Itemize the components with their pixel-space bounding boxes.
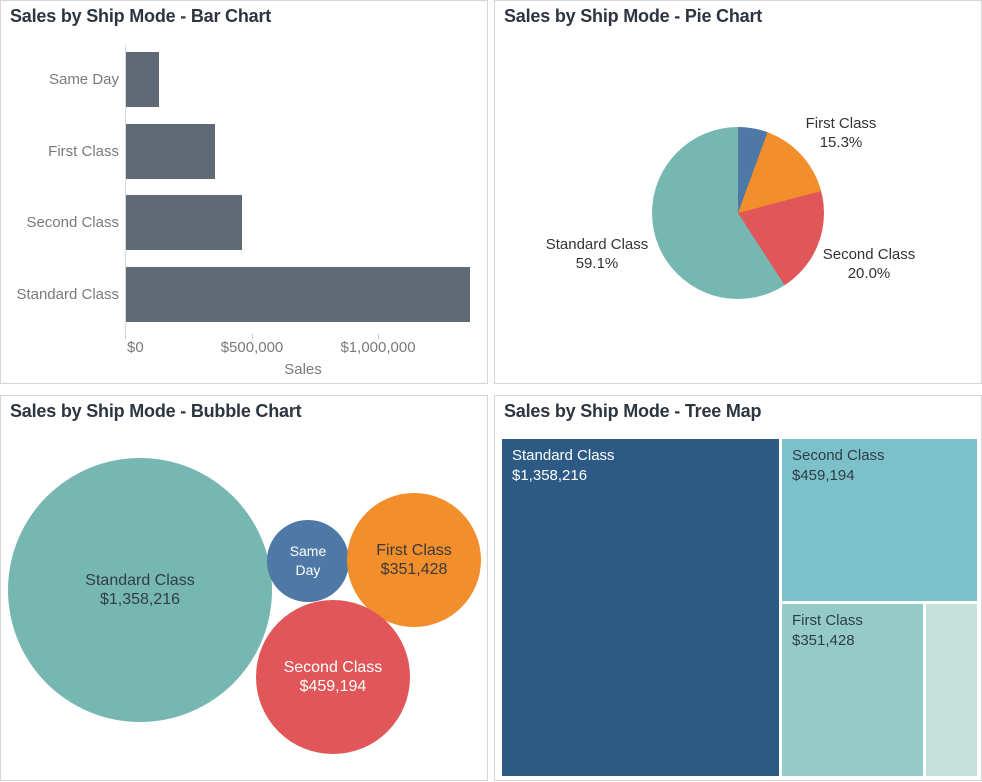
pie-label-category: Second Class	[822, 246, 916, 263]
treemap-label-value: $459,194	[792, 467, 855, 484]
pie-label-category: Standard Class	[545, 236, 649, 253]
panel-bubble-chart: Sales by Ship Mode - Bubble Chart Standa…	[0, 395, 488, 781]
treemap-label-value: $351,428	[792, 632, 855, 649]
y-axis-label-standard-class: Standard Class	[16, 285, 119, 303]
treemap-tile-first-class[interactable]: First Class $351,428	[782, 604, 923, 776]
treemap-label-first-class: First Class $351,428	[782, 604, 923, 651]
bubble-mark-standard-class[interactable]	[8, 458, 272, 722]
y-axis-label-second-class: Second Class	[26, 213, 119, 231]
x-axis-tick	[252, 334, 253, 339]
pie-label-first-class: First Class 15.3%	[806, 114, 877, 152]
tree-map-title: Sales by Ship Mode - Tree Map	[504, 401, 762, 421]
bar-mark-same-day[interactable]	[126, 52, 159, 107]
treemap-label-category: First Class	[792, 612, 863, 629]
y-axis-label-first-class: First Class	[48, 142, 119, 160]
bar-mark-second-class[interactable]	[126, 195, 242, 250]
x-axis-title: Sales	[284, 361, 322, 378]
x-axis-tick-label: $1,000,000	[340, 339, 416, 356]
treemap-label-second-class: Second Class $459,194	[782, 439, 977, 486]
x-axis-tick-label: $0	[127, 339, 144, 356]
pie-label-second-class: Second Class 20.0%	[823, 245, 916, 283]
treemap-tile-second-class[interactable]: Second Class $459,194	[782, 439, 977, 601]
pie-mark[interactable]	[652, 127, 824, 299]
pie-chart-title: Sales by Ship Mode - Pie Chart	[504, 6, 763, 26]
bar-mark-standard-class[interactable]	[126, 267, 470, 322]
bar-mark-first-class[interactable]	[126, 124, 215, 179]
x-axis-tick	[378, 334, 379, 339]
treemap-label-value: $1,358,216	[512, 467, 588, 484]
pie-label-category: First Class	[805, 115, 877, 132]
treemap-tile-same-day[interactable]	[926, 604, 977, 776]
y-axis-label-same-day: Same Day	[48, 70, 119, 88]
y-axis-line	[125, 45, 126, 334]
pie-label-percent: 59.1%	[575, 255, 619, 272]
bubble-mark-second-class[interactable]	[256, 600, 410, 754]
bubble-mark-first-class[interactable]	[346, 492, 482, 628]
pie-label-percent: 20.0%	[847, 265, 891, 282]
panel-pie-chart: Sales by Ship Mode - Pie Chart First Cla…	[494, 0, 982, 384]
x-axis-tick-label: $500,000	[220, 339, 284, 356]
treemap-tile-standard-class[interactable]: Standard Class $1,358,216	[502, 439, 779, 776]
treemap-label-standard-class: Standard Class $1,358,216	[502, 439, 779, 486]
treemap-label-category: Second Class	[792, 447, 885, 464]
bubble-chart-title: Sales by Ship Mode - Bubble Chart	[10, 401, 302, 421]
panel-tree-map: Sales by Ship Mode - Tree Map Standard C…	[494, 395, 982, 781]
pie-label-percent: 15.3%	[819, 134, 863, 151]
x-axis-tick	[125, 334, 126, 339]
pie-label-standard-class: Standard Class 59.1%	[546, 235, 649, 273]
treemap-label-category: Standard Class	[512, 447, 615, 464]
panel-bar-chart: Sales by Ship Mode - Bar Chart Same Day F…	[0, 0, 488, 384]
bar-chart-title: Sales by Ship Mode - Bar Chart	[10, 6, 272, 26]
bubble-mark-same-day[interactable]	[267, 520, 349, 602]
